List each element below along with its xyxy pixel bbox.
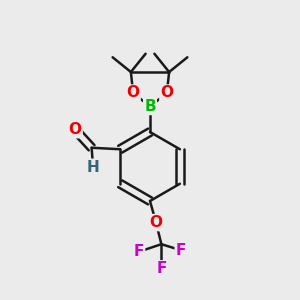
Text: F: F (176, 243, 186, 258)
Text: B: B (144, 99, 156, 114)
Text: H: H (87, 160, 100, 175)
Text: O: O (149, 215, 163, 230)
Text: O: O (69, 122, 82, 137)
Text: F: F (134, 244, 144, 259)
Text: F: F (156, 261, 167, 276)
Text: O: O (160, 85, 173, 100)
Text: O: O (127, 85, 140, 100)
